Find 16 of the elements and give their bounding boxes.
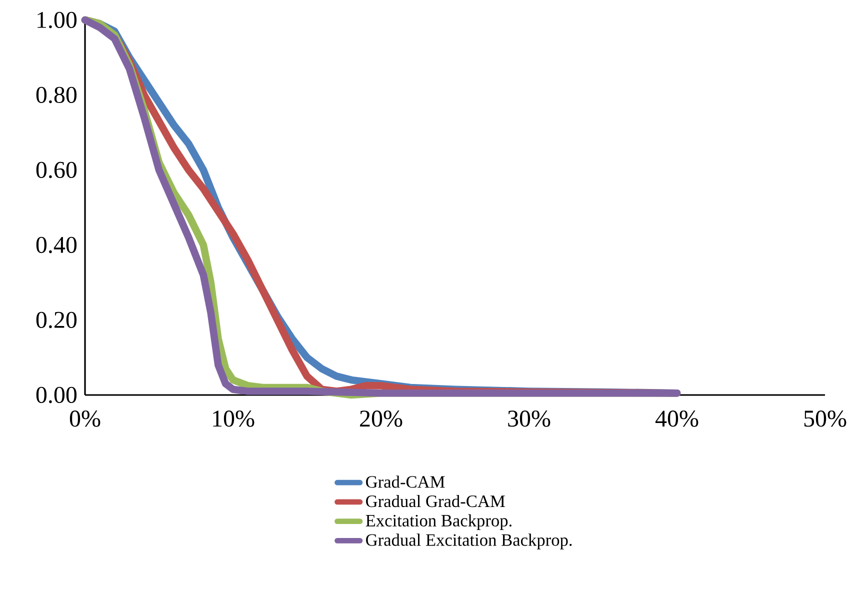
legend-label: Grad-CAM	[366, 476, 445, 488]
y-tick-label: 0.60	[36, 162, 77, 178]
y-tick-label: 0.80	[36, 86, 77, 104]
x-tick-label: 30%	[508, 410, 550, 427]
legend-label: Gradual Excitation Backprop.	[366, 534, 572, 550]
x-tick-label: 50%	[804, 410, 846, 427]
x-tick-label: 40%	[655, 410, 698, 427]
y-tick-label: 0.40	[36, 236, 77, 254]
legend-label: Excitation Backprop.	[366, 514, 512, 530]
x-tick-label: 10%	[213, 410, 254, 427]
x-tick-label: 20%	[360, 410, 402, 427]
y-tick-label: 1.00	[38, 12, 77, 28]
y-tick-label: 0.20	[36, 312, 77, 328]
x-tick-label: 0%	[70, 410, 100, 427]
y-tick-label: 0.00	[36, 386, 77, 404]
legend-label: Gradual Grad-CAM	[366, 494, 505, 508]
